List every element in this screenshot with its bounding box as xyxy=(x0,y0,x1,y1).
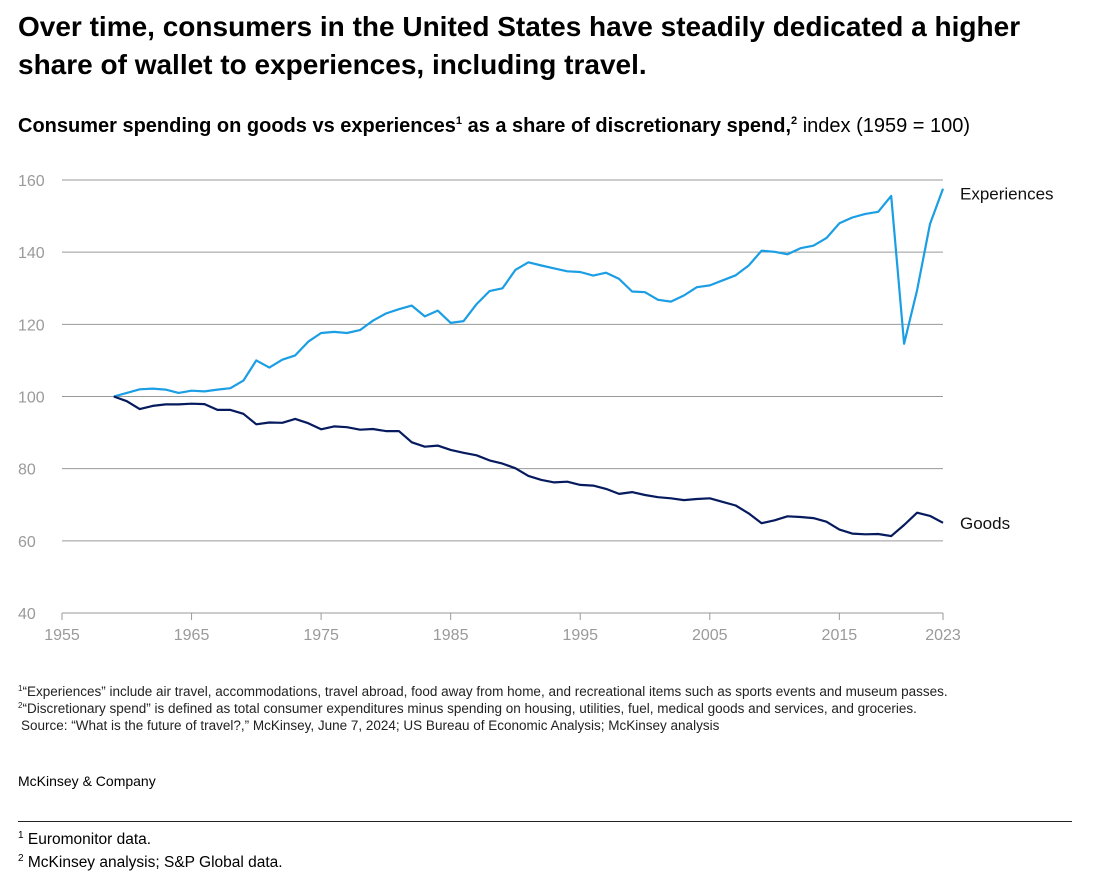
note-1-text: “Experiences” include air travel, accomm… xyxy=(22,684,948,699)
note-2-text: “Discretionary spend” is defined as tota… xyxy=(22,701,917,716)
chart-notes: 1“Experiences” include air travel, accom… xyxy=(18,683,948,734)
x-tick-label-1995: 1995 xyxy=(562,627,598,644)
note-1: 1“Experiences” include air travel, accom… xyxy=(18,683,948,700)
footnote-2: 2 McKinsey analysis; S&P Global data. xyxy=(18,853,283,873)
x-tick-label-2023: 2023 xyxy=(925,627,961,644)
note-2-sup: 2 xyxy=(18,701,23,710)
y-tick-label-140: 140 xyxy=(18,245,45,262)
footnote-1-sup: 1 xyxy=(18,830,24,841)
source-line: Source: “What is the future of travel?,”… xyxy=(21,718,720,733)
x-tick-label-1955: 1955 xyxy=(44,627,80,644)
y-tick-label-160: 160 xyxy=(18,173,45,190)
footnote-divider xyxy=(18,821,1072,822)
x-tick-label-2015: 2015 xyxy=(822,627,858,644)
subtitle-sup-1: 1 xyxy=(455,115,463,127)
y-tick-label-120: 120 xyxy=(18,317,45,334)
subtitle-regular: index (1959 = 100) xyxy=(797,115,971,137)
line-chart: 40 60 80 100 120 140 160 1955 1965 1975 1985 1995 20… xyxy=(18,173,1054,644)
footnote-2-sup: 2 xyxy=(18,853,24,864)
note-1-sup: 1 xyxy=(18,684,23,693)
series-line-goods xyxy=(113,395,944,538)
y-tick-label-80: 80 xyxy=(18,462,36,479)
x-tick-label-2005: 2005 xyxy=(692,627,728,644)
subtitle-sup-2: 2 xyxy=(791,115,798,127)
y-tick-label-100: 100 xyxy=(18,390,45,407)
gridlines xyxy=(62,179,943,614)
footnote-2-text: McKinsey analysis; S&P Global data. xyxy=(27,854,283,871)
x-tick-label-1975: 1975 xyxy=(303,627,339,644)
note-2: 2“Discretionary spend” is defined as tot… xyxy=(18,700,948,717)
y-tick-label-40: 40 xyxy=(18,606,36,623)
axis-ticks: 40 60 80 100 120 140 160 1955 1965 1975 1985 1995 20… xyxy=(18,173,961,644)
footnote-1-text: Euromonitor data. xyxy=(27,831,152,848)
subtitle-bold-1: Consumer spending on goods vs experience… xyxy=(18,115,456,137)
series-label-experiences: Experiences xyxy=(960,185,1054,204)
series-lines xyxy=(113,188,945,538)
y-tick-label-60: 60 xyxy=(18,534,36,551)
x-tick-label-1985: 1985 xyxy=(433,627,469,644)
subtitle-bold-2: as a share of discretionary spend, xyxy=(462,115,792,137)
brand-label: McKinsey & Company xyxy=(18,773,156,789)
footnote-1: 1 Euromonitor data. xyxy=(18,830,151,850)
chart-subtitle: Consumer spending on goods vs experience… xyxy=(18,112,970,140)
series-line-experiences xyxy=(113,188,945,398)
series-labels: Experiences Goods xyxy=(960,185,1054,533)
chart-headline: Over time, consumers in the United State… xyxy=(18,11,1021,80)
series-label-goods: Goods xyxy=(960,514,1010,533)
x-tick-label-1965: 1965 xyxy=(174,627,210,644)
